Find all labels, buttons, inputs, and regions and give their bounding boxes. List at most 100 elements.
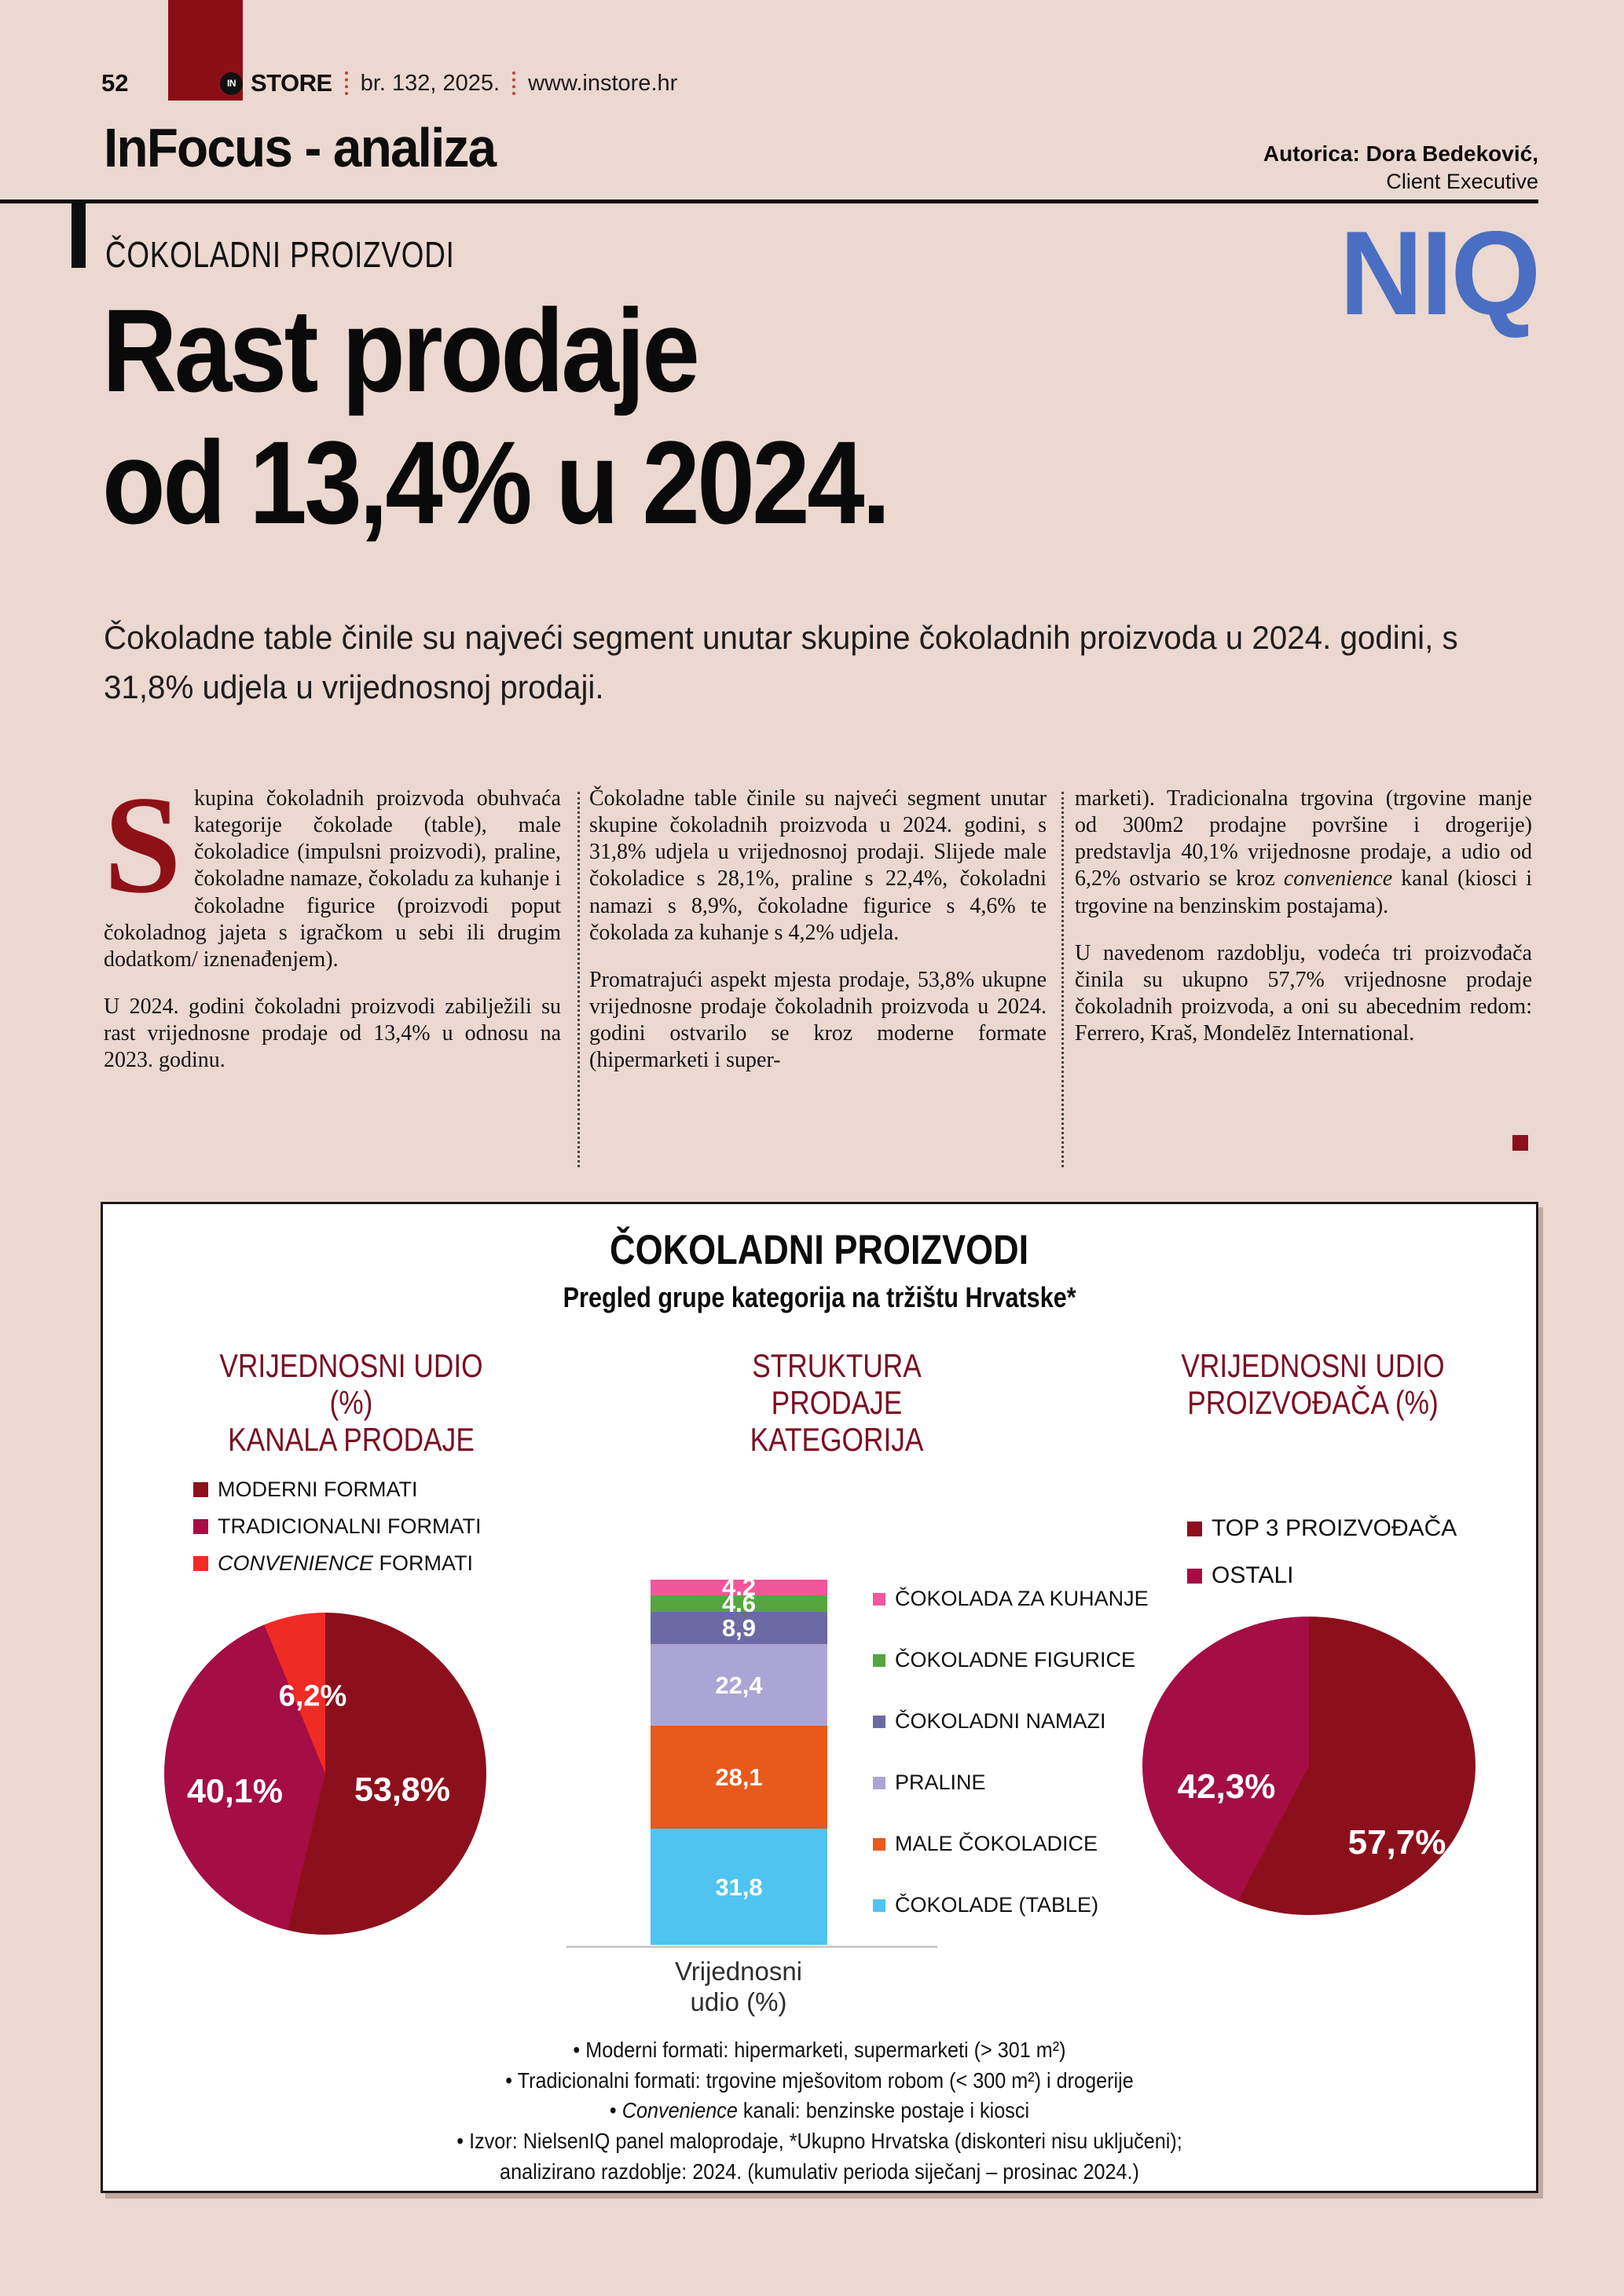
paragraph: marketi). Tradicionalna trgovina (trgovi… bbox=[1075, 786, 1532, 918]
legend-label: ČOKOLADE (TABLE) bbox=[895, 1893, 1099, 1917]
masthead-row: IN STORE br. 132, 2025. www.instore.hr bbox=[220, 69, 677, 97]
article-headline: Rast prodaje od 13,4% u 2024. bbox=[102, 284, 891, 548]
legend-swatch-icon bbox=[193, 1482, 208, 1497]
legend-swatch-icon bbox=[193, 1556, 208, 1571]
legend-swatch-icon bbox=[873, 1776, 885, 1789]
legend-item: ČOKOLADA ZA KUHANJE bbox=[873, 1587, 1149, 1611]
kicker-tick bbox=[71, 203, 86, 268]
bar-segment: 22,4 bbox=[651, 1644, 827, 1727]
footnote-line: analizirano razdoblje: 2024. (kumulativ … bbox=[500, 2159, 1139, 2184]
instore-logo-icon: IN bbox=[220, 71, 243, 95]
chart-footnotes: • Moderni formati: hipermarketi, superma… bbox=[103, 2035, 1536, 2187]
legend-label: PRALINE bbox=[895, 1771, 986, 1794]
legend-item: MODERNI FORMATI bbox=[193, 1478, 482, 1502]
bar-segment-label: 31,8 bbox=[715, 1873, 763, 1901]
legend-swatch-icon bbox=[873, 1899, 885, 1912]
paragraph: U navedenom razdoblju, vodeća tri proizv… bbox=[1075, 940, 1532, 1046]
paragraph: Čokoladne table činile su najveći segmen… bbox=[589, 786, 1047, 945]
section-header-manufacturers: VRIJEDNOSNI UDIO PROIZVOĐAČA (%) bbox=[1181, 1347, 1445, 1422]
dotted-separator-icon bbox=[512, 71, 516, 95]
chart-panel: ČOKOLADNI PROIZVODI Pregled grupe katego… bbox=[101, 1202, 1538, 2193]
section-header-categories: STRUKTURA PRODAJE KATEGORIJA bbox=[750, 1347, 924, 1459]
legend-swatch-icon bbox=[1187, 1568, 1202, 1584]
legend-item: TRADICIONALNI FORMATI bbox=[193, 1514, 482, 1539]
author-role: Client Executive bbox=[1386, 170, 1538, 193]
bar-segment: 4,6 bbox=[651, 1591, 827, 1616]
legend-label: ČOKOLADNI NAMAZI bbox=[895, 1709, 1106, 1733]
page-number: 52 bbox=[101, 69, 129, 97]
bar-segment: 28,1 bbox=[651, 1726, 827, 1829]
legend-swatch-icon bbox=[873, 1653, 885, 1667]
paragraph: U 2024. godini čokoladni proizvodi zabil… bbox=[104, 994, 561, 1073]
author-credit: Autorica: Dora Bedeković, Client Executi… bbox=[1263, 141, 1538, 194]
footnote-line: • Moderni formati: hipermarketi, superma… bbox=[573, 2038, 1066, 2062]
article-kicker: ČOKOLADNI PROIZVODI bbox=[105, 234, 455, 275]
legend-label: TRADICIONALNI FORMATI bbox=[218, 1514, 482, 1538]
headline-line2: od 13,4% u 2024. bbox=[102, 416, 891, 548]
footnote-line: • Convenience kanali: benzinske postaje … bbox=[609, 2098, 1030, 2123]
pie-value-label: 53,8% bbox=[354, 1771, 450, 1809]
bar-segment-label: 4,6 bbox=[721, 1589, 757, 1617]
instore-logo-text: STORE bbox=[251, 69, 332, 97]
legend-swatch-icon bbox=[873, 1592, 885, 1606]
drop-cap: S bbox=[104, 767, 181, 922]
dotted-separator-icon bbox=[344, 71, 348, 95]
legend-label: ČOKOLADA ZA KUHANJE bbox=[895, 1587, 1149, 1610]
legend-item: TOP 3 PROIZVOĐAČA bbox=[1187, 1515, 1457, 1542]
end-of-article-mark bbox=[1512, 1135, 1528, 1151]
chart-panel-subtitle: Pregled grupe kategorija na tržištu Hrva… bbox=[563, 1281, 1076, 1313]
bar-segment-label: 28,1 bbox=[715, 1763, 763, 1792]
article-column-2: Čokoladne table činile su najveći segmen… bbox=[589, 785, 1047, 1095]
legend-label: CONVENIENCE FORMATI bbox=[218, 1551, 474, 1575]
legend-label: OSTALI bbox=[1212, 1562, 1294, 1588]
category-bar-legend: ČOKOLADA ZA KUHANJE ČOKOLADNE FIGURICE ČOK… bbox=[873, 1587, 1149, 1954]
x-axis-line bbox=[566, 1946, 937, 1948]
footnote-line: • Tradicionalni formati: trgovine mješov… bbox=[505, 2067, 1134, 2093]
issue-number: br. 132, 2025. bbox=[360, 70, 500, 96]
legend-item: MALE ČOKOLADICE bbox=[873, 1832, 1149, 1856]
legend-item: ČOKOLADNE FIGURICE bbox=[873, 1648, 1149, 1672]
legend-swatch-icon bbox=[193, 1519, 208, 1534]
pie-value-label: 40,1% bbox=[187, 1772, 283, 1811]
column-divider bbox=[1061, 792, 1064, 1167]
category-stacked-bar: 4,2 4,6 8,9 22,4 28,1 31,8 bbox=[651, 1575, 827, 1945]
manufacturer-pie-chart bbox=[1142, 1617, 1476, 1915]
channel-pie-legend: MODERNI FORMATI TRADICIONALNI FORMATI CONV… bbox=[193, 1478, 482, 1576]
header-rule bbox=[0, 200, 1538, 203]
legend-item: PRALINE bbox=[873, 1771, 1149, 1795]
bar-segment-label: 8,9 bbox=[721, 1614, 757, 1642]
manufacturer-pie-legend: TOP 3 PROIZVOĐAČA OSTALI bbox=[1187, 1515, 1457, 1589]
website-link[interactable]: www.instore.hr bbox=[528, 70, 678, 96]
article-column-3: marketi). Tradicionalna trgovina (trgovi… bbox=[1075, 785, 1532, 1095]
section-header-channels: VRIJEDNOSNI UDIO (%) KANALA PRODAJE bbox=[219, 1347, 483, 1459]
niq-logo: NIQ bbox=[1339, 207, 1541, 340]
legend-item: ČOKOLADE (TABLE) bbox=[873, 1893, 1149, 1917]
legend-label: MODERNI FORMATI bbox=[218, 1478, 418, 1501]
bar-segment: 8,9 bbox=[651, 1611, 827, 1645]
author-name: Autorica: Dora Bedeković, bbox=[1263, 141, 1538, 166]
x-axis-label: Vrijednosni udio (%) bbox=[674, 1957, 803, 2016]
legend-swatch-icon bbox=[873, 1837, 885, 1851]
legend-swatch-icon bbox=[873, 1715, 885, 1728]
legend-label: MALE ČOKOLADICE bbox=[895, 1832, 1098, 1855]
legend-swatch-icon bbox=[1187, 1521, 1202, 1536]
pie-value-label: 6,2% bbox=[278, 1679, 347, 1713]
chart-panel-title: ČOKOLADNI PROIZVODI bbox=[610, 1227, 1029, 1273]
bar-segment-label: 22,4 bbox=[715, 1671, 763, 1699]
section-title: InFocus - analiza bbox=[104, 117, 497, 178]
article-lead: Čokoladne table činile su najveći segmen… bbox=[104, 619, 1458, 705]
channel-pie-chart bbox=[164, 1613, 486, 1935]
paragraph: Promatrajući aspekt mjesta prodaje, 53,8… bbox=[589, 967, 1047, 1073]
pie-value-label: 57,7% bbox=[1347, 1823, 1446, 1862]
legend-item: CONVENIENCE FORMATI bbox=[193, 1551, 482, 1576]
bar-segment: 31,8 bbox=[651, 1829, 827, 1945]
legend-item: ČOKOLADNI NAMAZI bbox=[873, 1709, 1149, 1734]
column-divider bbox=[577, 792, 580, 1167]
legend-item: OSTALI bbox=[1187, 1562, 1457, 1589]
legend-label: TOP 3 PROIZVOĐAČA bbox=[1212, 1515, 1457, 1541]
headline-line1: Rast prodaje bbox=[102, 284, 700, 416]
